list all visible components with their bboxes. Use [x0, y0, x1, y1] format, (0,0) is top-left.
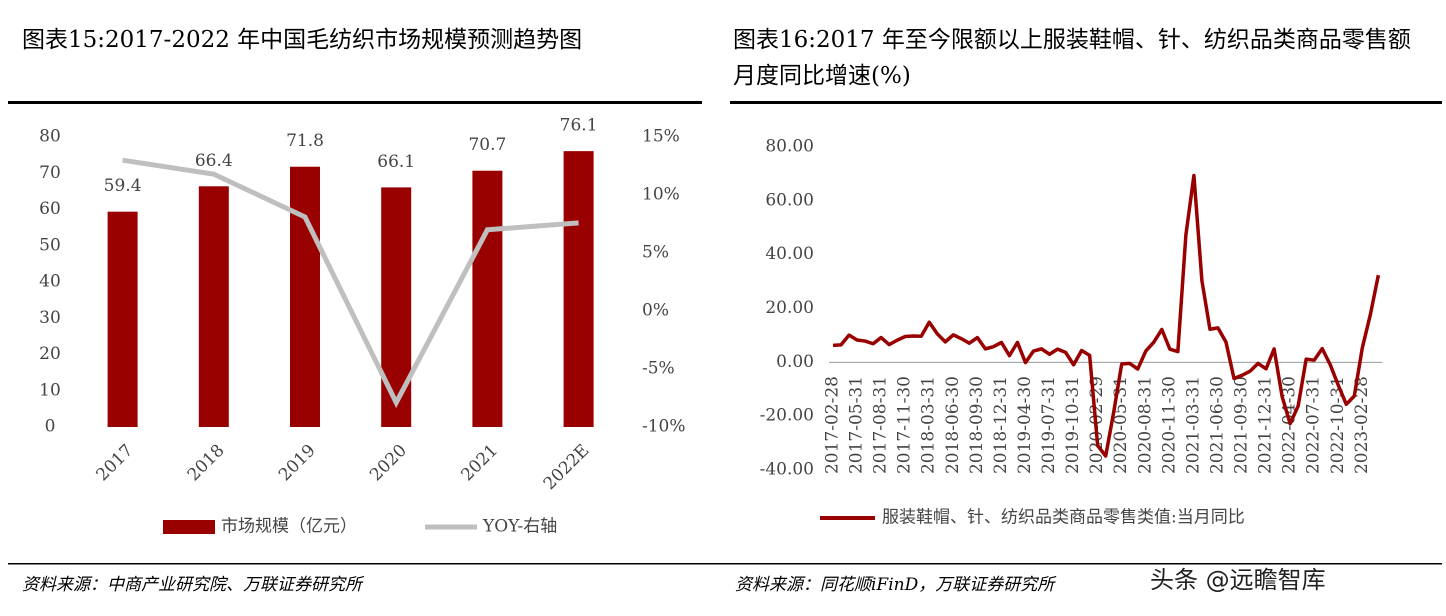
y-tick-label: -40.00 [760, 460, 814, 480]
bar [107, 211, 138, 427]
x-tick-label: 2017-05-31 [847, 376, 867, 474]
x-tick-label: 2021-09-30 [1232, 376, 1252, 474]
y-tick-label: 20.00 [765, 298, 814, 318]
x-tick-label: 2021 [457, 441, 502, 486]
y-tick-label: 80.00 [765, 137, 814, 157]
y2-tick-label: 0% [642, 301, 669, 321]
x-tick-label: 2021-12-31 [1256, 376, 1276, 474]
x-tick-label: 2018-06-30 [943, 376, 963, 474]
x-tick-label: 2018-09-30 [967, 376, 987, 474]
legend-label: YOY-右轴 [482, 517, 557, 537]
source: 资料来源：中商产业研究院、万联证券研究所 [22, 575, 362, 595]
value-label: 59.4 [104, 176, 142, 196]
x-tick-label: 2019 [275, 441, 320, 486]
y-tick-label: -20.00 [760, 406, 814, 426]
bar [290, 166, 320, 427]
x-tick-label: 2019-04-30 [1015, 376, 1035, 474]
value-label: 71.8 [286, 131, 324, 151]
y-tick-label: 0 [45, 417, 56, 437]
x-tick-label: 2020 [366, 441, 411, 486]
legend-swatch [163, 520, 215, 534]
x-tick-label: 2020-05-31 [1111, 376, 1131, 474]
y2-tick-label: -10% [642, 417, 686, 437]
y2-tick-label: 10% [642, 185, 680, 205]
line [122, 157, 579, 409]
value-label: 70.7 [468, 135, 506, 155]
rule [730, 101, 1442, 104]
x-tick-label: 2017-11-30 [895, 376, 915, 474]
y2-tick-label: 5% [642, 243, 669, 263]
y-tick-label: 20 [39, 344, 61, 364]
y-tick-label: 40 [39, 272, 61, 292]
x-tick-label: 2022-10-31 [1328, 376, 1348, 474]
x-tick-label: 2022-07-31 [1304, 376, 1324, 474]
legend-label: 服装鞋帽、针、纺织品类商品零售类值:当月同比 [882, 508, 1245, 528]
y-tick-label: 60 [39, 199, 61, 219]
y2-tick-label: 15% [642, 127, 680, 147]
y-tick-label: 10 [39, 380, 61, 400]
line [832, 173, 1381, 458]
y-tick-label: 40.00 [765, 244, 814, 264]
y-tick-label: 30 [39, 308, 61, 328]
bar [563, 151, 594, 427]
x-tick-label: 2019-10-31 [1063, 376, 1083, 474]
watermark: 头条 @远瞻智库 [1150, 566, 1326, 594]
x-tick-label: 2017-02-28 [823, 376, 843, 474]
x-tick-label: 2022-04-30 [1280, 376, 1300, 474]
x-tick-label: 2020-02-29 [1087, 376, 1107, 474]
y-tick-label: 50 [39, 235, 61, 255]
x-tick-label: 2023-02-28 [1352, 376, 1372, 474]
bar [198, 186, 229, 427]
x-tick-label: 2018-03-31 [919, 376, 939, 474]
source: 资料来源：同花顺iFinD，万联证券研究所 [735, 575, 1055, 595]
x-tick-label: 2018 [184, 441, 229, 486]
bar [381, 187, 412, 427]
x-tick-label: 2020-08-31 [1135, 376, 1155, 474]
x-tick-label: 2021-03-31 [1183, 376, 1203, 474]
legend-label: 市场规模（亿元） [221, 517, 357, 537]
value-label: 66.4 [195, 151, 233, 171]
x-tick-label: 2020-11-30 [1159, 376, 1179, 474]
y-tick-label: 70 [39, 163, 61, 183]
y-tick-label: 60.00 [765, 190, 814, 210]
bar [472, 170, 503, 427]
chart-title: 图表15:2017-2022 年中国毛纺织市场规模预测趋势图 [22, 27, 583, 53]
x-tick-label: 2017 [93, 441, 138, 486]
x-tick-label: 2017-08-31 [871, 376, 891, 474]
x-tick-label: 2019-07-31 [1039, 376, 1059, 474]
x-tick-label: 2021-06-30 [1207, 376, 1227, 474]
value-label: 66.1 [377, 152, 415, 172]
y-tick-label: 0.00 [776, 352, 814, 372]
y-tick-label: 80 [39, 127, 61, 147]
x-tick-label: 2018-12-31 [991, 376, 1011, 474]
chart-title: 图表16:2017 年至今限额以上服装鞋帽、针、纺织品类商品零售额月度同比增速(… [733, 27, 1411, 89]
rule [8, 101, 702, 104]
x-tick-label: 2022E [540, 441, 594, 495]
y2-tick-label: -5% [642, 359, 675, 379]
value-label: 76.1 [560, 116, 598, 136]
